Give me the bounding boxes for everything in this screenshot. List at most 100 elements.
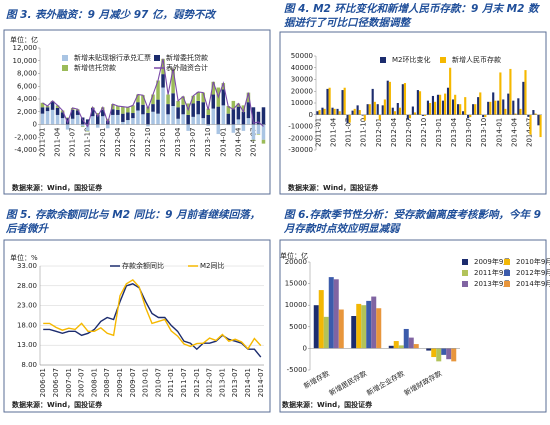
bar: [70, 109, 75, 119]
bar: [527, 114, 530, 117]
bar: [383, 99, 386, 115]
y-tick-label: 13.00: [17, 341, 37, 349]
bar: [366, 300, 372, 349]
y-tick-label: 10000: [291, 99, 313, 107]
x-tick-label: 2010-01: [142, 368, 150, 397]
bar: [333, 279, 339, 349]
bar: [241, 111, 246, 125]
bar: [216, 106, 221, 125]
bar: [55, 105, 60, 108]
legend-label: 存款余额同比: [122, 261, 164, 270]
bar: [451, 348, 457, 362]
bar: [356, 303, 362, 349]
bar: [401, 84, 404, 115]
x-tick-label: 2013-04: [174, 127, 182, 157]
bar: [206, 114, 211, 125]
x-tick-label: 2007-07: [78, 368, 86, 397]
panel-frame: [3, 29, 271, 195]
bar: [318, 110, 321, 115]
bar: [333, 108, 336, 115]
legend-swatch: [62, 55, 68, 61]
y-tick-label: 8,000: [17, 70, 37, 78]
source-note: 数据来源：Wind，国投证券: [12, 183, 103, 192]
x-tick-label: 2014-04: [510, 117, 518, 147]
x-tick-label: 2012-10: [420, 118, 428, 147]
y-tick-label: -20000: [288, 134, 313, 142]
bar: [326, 88, 329, 115]
bar: [456, 104, 460, 115]
chart-title: 图 3. 表外融资：9 月减少 97 亿，弱势不改: [6, 9, 215, 21]
x-tick-label: 2011-04: [330, 117, 338, 147]
bar: [226, 124, 231, 126]
y-tick-label: 8.00: [21, 361, 37, 369]
bar: [146, 124, 150, 127]
bar: [236, 103, 241, 107]
legend-label: 2010年9月: [516, 257, 550, 266]
y-tick-label: 28.00: [17, 282, 37, 290]
bar: [261, 124, 266, 140]
bar: [408, 337, 414, 349]
line-series: [42, 58, 264, 128]
bar: [131, 118, 135, 125]
bar: [126, 120, 130, 125]
bar: [522, 81, 525, 115]
bar: [413, 344, 419, 349]
bar: [532, 110, 535, 115]
x-tick-label: 2013-07: [189, 128, 197, 157]
bar: [361, 114, 364, 116]
y-tick-label: 50000: [291, 52, 313, 60]
bar: [236, 119, 241, 125]
bar: [499, 72, 502, 115]
y-tick-label: 30000: [291, 76, 313, 84]
bar: [201, 92, 205, 103]
x-tick-label: 2006-07: [52, 368, 60, 397]
unit-label: 单位：%: [10, 253, 38, 262]
bar: [351, 316, 357, 349]
bar: [446, 348, 452, 360]
legend-swatch: [62, 65, 68, 71]
x-tick-label: 2006-01: [39, 368, 47, 397]
bar: [413, 112, 417, 115]
bar: [166, 104, 170, 115]
bar: [261, 107, 266, 125]
bar: [492, 92, 495, 115]
bar: [386, 80, 389, 115]
bar: [331, 107, 334, 115]
bar: [196, 100, 200, 115]
bar: [328, 87, 331, 115]
y-tick-label: 6,000: [17, 82, 37, 90]
bar: [391, 107, 394, 115]
bar: [95, 124, 100, 128]
x-tick-label: 2010-07: [154, 368, 162, 397]
bar: [151, 104, 155, 112]
bar: [176, 107, 180, 119]
bar: [251, 124, 256, 140]
x-tick-label: 2011-10: [360, 118, 368, 147]
y-tick-label: 33.00: [17, 262, 37, 270]
bar: [116, 114, 120, 125]
bar: [441, 100, 445, 115]
bar: [323, 316, 329, 349]
bar: [176, 100, 180, 108]
bar: [482, 114, 485, 118]
bar: [489, 101, 492, 115]
bar: [156, 113, 160, 125]
bar: [121, 113, 125, 122]
bar: [90, 116, 95, 125]
bar: [111, 114, 115, 125]
bar: [131, 105, 135, 114]
bar: [464, 97, 467, 115]
bar: [363, 114, 366, 121]
x-tick-label: 2012-01: [99, 127, 107, 156]
bar: [166, 114, 170, 125]
x-tick-label: 2011-01: [39, 128, 47, 157]
bar: [216, 124, 221, 135]
bar: [246, 118, 251, 125]
bar: [434, 101, 437, 115]
bar: [141, 114, 145, 125]
bar: [136, 102, 140, 111]
x-tick-label: 新增财政存款: [402, 369, 443, 398]
bar: [141, 95, 145, 105]
legend-swatch: [462, 281, 468, 287]
